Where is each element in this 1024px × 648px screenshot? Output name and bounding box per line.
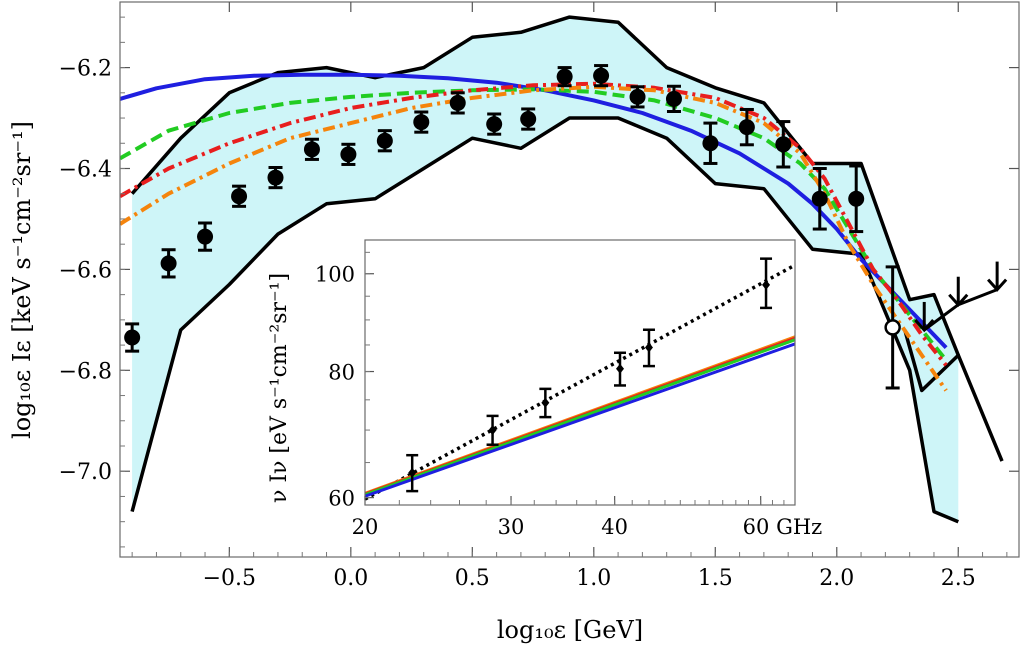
y-tick-label: −6.6: [59, 258, 112, 283]
main-points-layer: [124, 64, 1008, 390]
x-tick-label: 0.0: [333, 566, 368, 591]
data-point: [197, 228, 214, 245]
data-point: [376, 132, 393, 149]
y-tick-label: −7.0: [59, 460, 112, 485]
data-point: [556, 68, 573, 85]
x-tick-label: 0.5: [455, 566, 490, 591]
inset-plot-frame: [364, 239, 796, 506]
inset-curve-4: [365, 342, 795, 498]
inset-y-axis-title: ν Iν [eV s⁻¹cm⁻²sr⁻¹]: [267, 273, 292, 503]
inset-x-tick-label: 40: [601, 515, 628, 539]
main-y-axis-title: log₁₀ε Iε [keV s⁻¹cm⁻²sr⁻¹]: [8, 121, 36, 439]
band-fill: [132, 17, 959, 522]
inset-points-layer: [406, 257, 773, 493]
model-curve-2: [120, 81, 948, 367]
inset-data-point: [541, 397, 550, 408]
y-tick-label: −6.2: [59, 57, 112, 82]
upper-limit-arrow-head: [914, 318, 935, 333]
inset-data-point: [644, 342, 653, 353]
inset-curves-layer: [365, 263, 795, 501]
data-point: [629, 88, 646, 105]
upper-limit-arrow-head: [987, 278, 1008, 292]
inset-data-point: [408, 467, 417, 478]
inset-y-tick-label: 60: [328, 487, 355, 511]
black-outline-line: [903, 329, 1004, 462]
inset-plot: 20 30 40 60 GHz 60 80 100 ν Iν [eV s⁻¹cm⁻²sr⁻¹…: [267, 239, 823, 539]
data-point: [413, 114, 430, 131]
data-point: [267, 169, 284, 186]
data-point: [811, 190, 828, 207]
main-ticks-layer: −0.5 0.0 0.5 1.0 1.5 2.0 2.5 −7.0 −6.8 −6.6 −6.4 −6…: [59, 2, 1019, 591]
inset-y-tick-label: 80: [328, 361, 355, 385]
data-point: [593, 67, 610, 84]
data-point: [340, 146, 357, 163]
main-band-layer: [130, 15, 1004, 524]
data-point: [520, 111, 537, 128]
inset-curve-0: [365, 263, 795, 501]
data-point: [665, 90, 682, 107]
data-point: [848, 190, 865, 207]
inset-background: [365, 240, 795, 505]
main-x-axis-title: log₁₀ε [GeV]: [497, 616, 643, 644]
inset-ticks-layer: 20 30 40 60 GHz 60 80 100: [315, 251, 823, 539]
y-tick-label: −6.8: [59, 359, 112, 384]
data-point: [231, 188, 248, 205]
y-tick-label: −6.4: [59, 158, 112, 183]
data-point: [449, 94, 466, 111]
inset-x-tick-label: 20: [352, 515, 379, 539]
data-point: [738, 119, 755, 136]
model-curve-3: [120, 84, 948, 392]
x-tick-label: 2.0: [819, 566, 854, 591]
data-point-open: [884, 319, 901, 336]
upper-limit-arrow-head: [948, 293, 969, 307]
band-upper-edge: [130, 15, 960, 356]
x-tick-label: 1.0: [576, 566, 611, 591]
x-tick-label: 2.5: [941, 566, 976, 591]
inset-x-tick-label: 60 GHz: [743, 515, 823, 539]
main-curves-layer: [120, 72, 948, 392]
data-point: [702, 135, 719, 152]
x-tick-label: 1.5: [698, 566, 733, 591]
x-tick-label: −0.5: [203, 566, 256, 591]
data-point: [775, 136, 792, 153]
data-point: [160, 255, 177, 272]
data-point: [303, 141, 320, 158]
inset-x-tick-label: 30: [498, 515, 525, 539]
inset-data-point: [762, 279, 771, 290]
inset-y-tick-label: 100: [315, 263, 355, 287]
data-point: [124, 329, 141, 346]
inset-data-point: [488, 425, 497, 436]
data-point: [486, 116, 503, 133]
inset-curve-3: [365, 338, 795, 497]
band-lower-edge: [130, 116, 959, 524]
inset-data-point: [616, 363, 625, 374]
main-plot: −0.5 0.0 0.5 1.0 1.5 2.0 2.5 −7.0 −6.8 −6.6 −6.4 −6…: [8, 1, 1020, 644]
